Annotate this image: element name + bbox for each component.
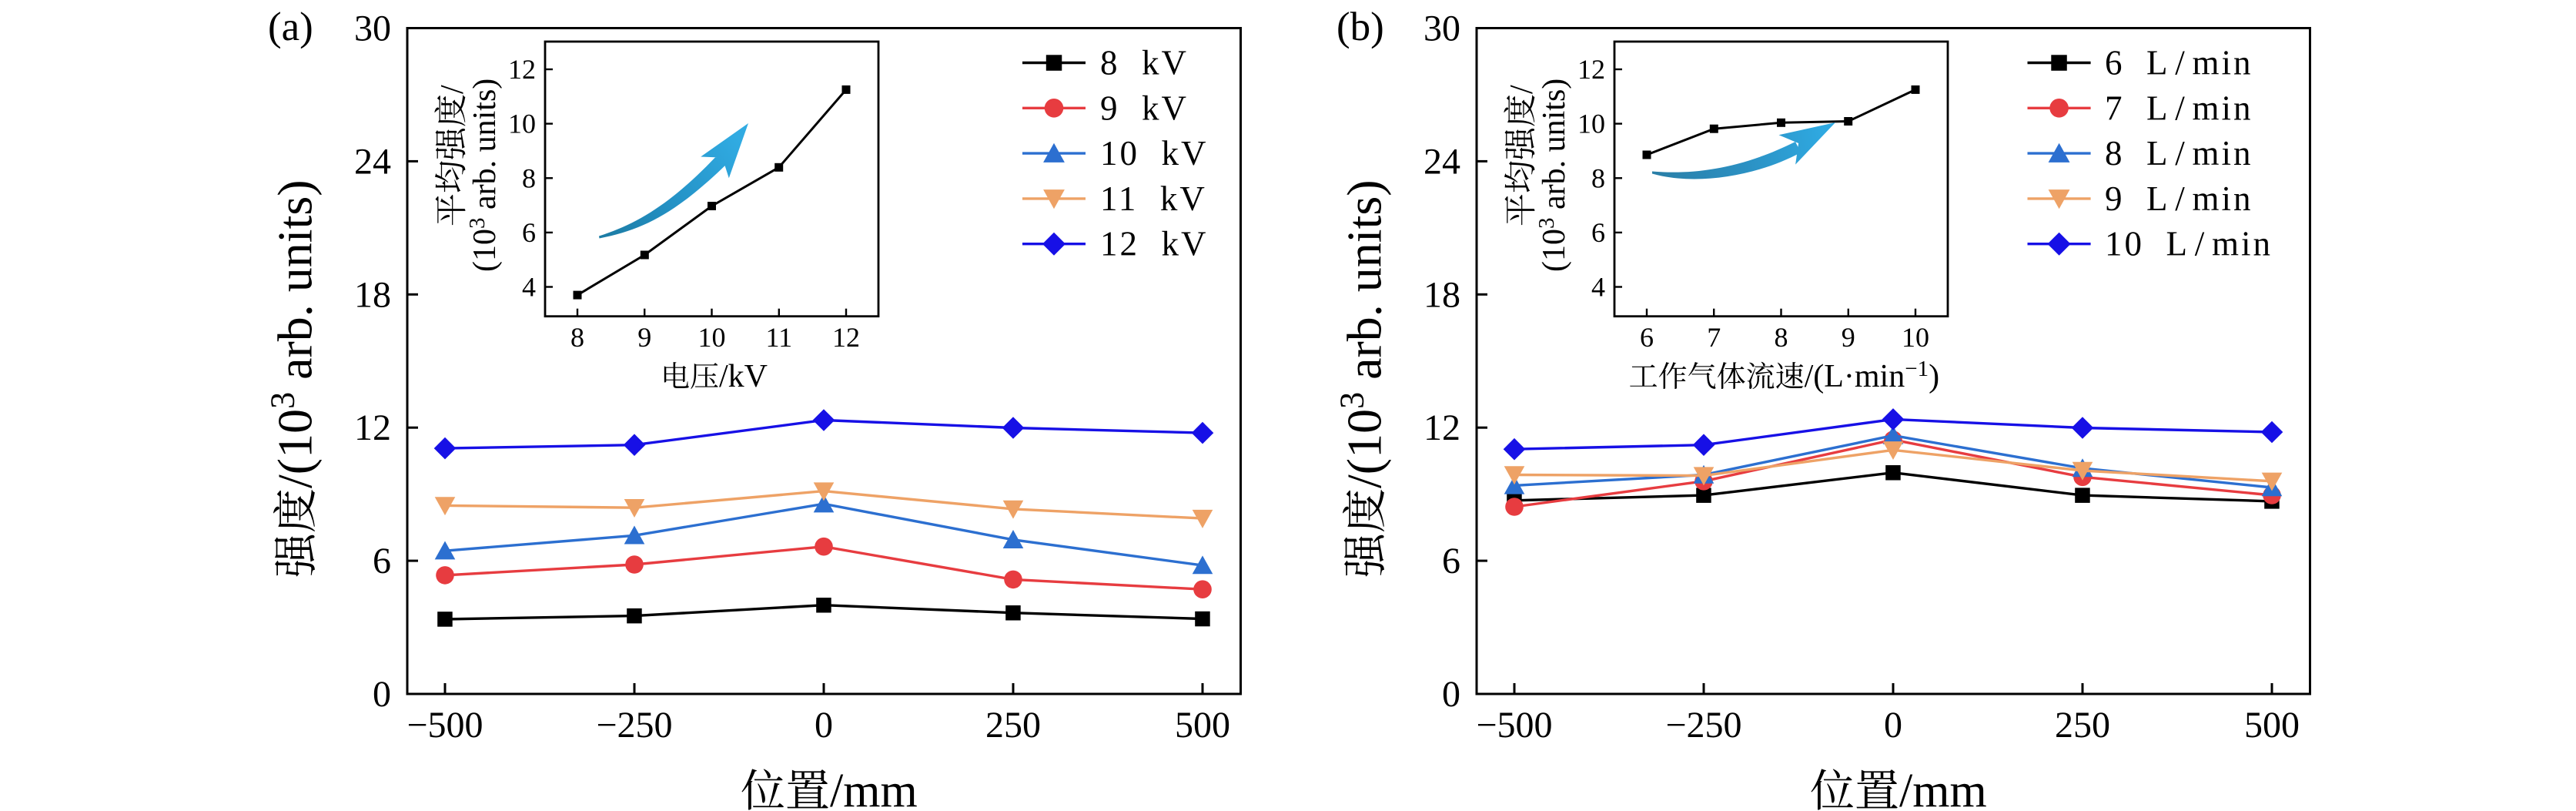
svg-text:9: 9 [637,322,651,353]
svg-text:8 kV: 8 kV [1100,44,1189,82]
svg-text:9: 9 [1842,322,1855,353]
svg-text:8 L / min: 8 L / min [2105,134,2253,173]
svg-text:12: 12 [832,322,860,353]
svg-text:10 L / min: 10 L / min [2105,225,2273,263]
svg-text:−250: −250 [1665,705,1741,746]
svg-text:8: 8 [1775,322,1788,353]
svg-text:10: 10 [1577,109,1605,139]
svg-text:−250: −250 [596,705,672,746]
svg-text:500: 500 [2244,705,2300,746]
svg-text:6: 6 [522,217,536,248]
svg-text:6: 6 [1591,217,1605,248]
svg-text:4: 4 [1591,272,1605,303]
svg-text:250: 250 [985,705,1041,746]
svg-text:9 L / min: 9 L / min [2105,179,2253,218]
svg-text:0: 0 [373,674,391,715]
svg-text:12 kV: 12 kV [1100,225,1209,263]
svg-text:30: 30 [354,8,391,49]
svg-text:7 L / min: 7 L / min [2105,89,2253,127]
svg-text:11 kV: 11 kV [1100,179,1207,218]
svg-text:(103 arb. units): (103 arb. units) [1534,79,1572,272]
svg-text:/: / [435,85,470,94]
svg-text:/(103 arb. units): /(103 arb. units) [1333,179,1391,488]
svg-text:(b): (b) [1337,5,1384,49]
svg-text:10: 10 [698,322,726,353]
svg-text:250: 250 [2055,705,2110,746]
svg-text:6: 6 [1640,322,1654,353]
svg-text:24: 24 [354,141,391,182]
svg-text:7: 7 [1707,322,1721,353]
svg-text:12: 12 [354,407,391,448]
svg-text:8: 8 [570,322,584,353]
svg-text:/kV: /kV [719,359,768,394]
svg-text:/mm: /mm [830,765,918,811]
svg-text:(103 arb. units): (103 arb. units) [465,79,503,272]
svg-text:/: / [1504,85,1540,94]
svg-text:12: 12 [1423,407,1460,448]
svg-text:/mm: /mm [1899,765,1987,811]
svg-text:0: 0 [1884,705,1902,746]
svg-text:8: 8 [1591,163,1605,193]
svg-text:24: 24 [1423,141,1460,182]
svg-text:10 kV: 10 kV [1100,134,1209,173]
svg-text:(a): (a) [268,5,313,49]
svg-text:11: 11 [765,322,792,353]
svg-text:6: 6 [373,541,391,581]
svg-text:8: 8 [522,163,536,193]
svg-text:6: 6 [1442,541,1460,581]
svg-text:30: 30 [1423,8,1460,49]
svg-text:−500: −500 [406,705,483,746]
svg-text:0: 0 [815,705,833,746]
svg-text:12: 12 [1577,54,1605,85]
svg-text:18: 18 [354,274,391,315]
svg-text:18: 18 [1423,274,1460,315]
svg-text:4: 4 [522,272,536,303]
svg-text:9 kV: 9 kV [1100,89,1189,127]
svg-text:10: 10 [1902,322,1929,353]
svg-text:/(103 arb. units): /(103 arb. units) [263,179,322,488]
svg-text:−500: −500 [1476,705,1552,746]
svg-text:0: 0 [1442,674,1460,715]
svg-text:12: 12 [508,54,536,85]
svg-text:6 L / min: 6 L / min [2105,44,2253,82]
svg-text:10: 10 [508,109,536,139]
svg-text:500: 500 [1175,705,1230,746]
